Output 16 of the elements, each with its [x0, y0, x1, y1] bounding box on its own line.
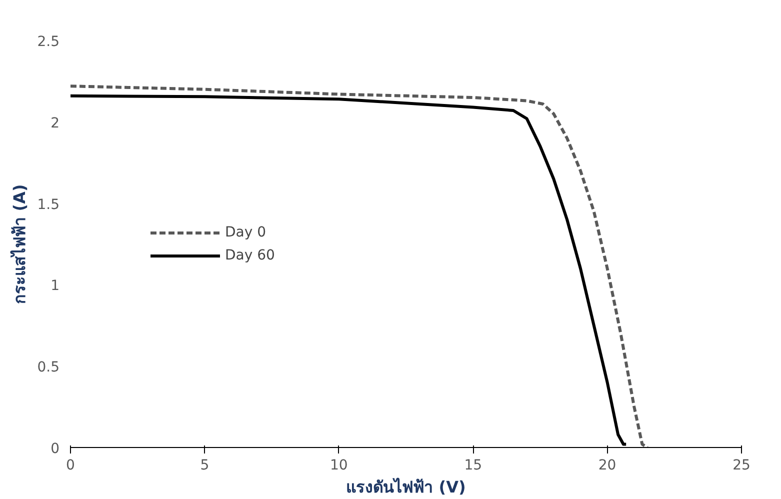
x-tick-label: 10	[330, 458, 348, 474]
y-tick-label: 1.5	[37, 196, 60, 213]
y-tick-label: 1	[50, 278, 60, 294]
legend-label: Day 0	[225, 224, 266, 240]
x-tick-label: 0	[66, 458, 75, 474]
y-axis-title: กระแสไฟฟ้า (A)	[10, 184, 30, 304]
y-tick-label: 0	[50, 441, 60, 457]
y-tick-label: 2.5	[37, 34, 60, 50]
legend-label: Day 60	[225, 247, 275, 263]
x-axis-title: แรงดันไฟฟ้า (V)	[346, 478, 466, 496]
y-tick-label: 0.5	[37, 360, 60, 376]
y-tick-label: 2	[50, 115, 60, 132]
x-tick-label: 15	[464, 458, 482, 474]
x-tick-label: 5	[200, 458, 210, 474]
x-tick-label: 20	[598, 458, 616, 474]
x-tick-label: 25	[732, 458, 750, 474]
